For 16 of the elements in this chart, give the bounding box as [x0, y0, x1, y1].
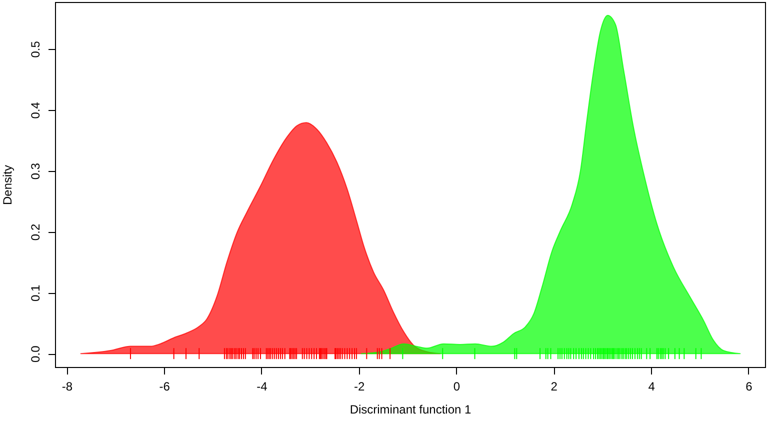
x-tick-label: -4: [256, 380, 268, 394]
x-tick-label: -8: [62, 380, 73, 394]
y-tick-label: 0.2: [28, 224, 42, 241]
y-tick-label: 0.1: [28, 284, 42, 302]
x-tick-label: -6: [159, 380, 170, 394]
x-tick-label: 4: [648, 380, 656, 394]
x-tick-label: 0: [453, 380, 460, 394]
y-tick-label: 0.0: [28, 345, 42, 362]
y-tick-label: 0.5: [28, 40, 42, 58]
y-axis-title: Density: [0, 164, 14, 206]
y-tick-label: 0.3: [28, 162, 42, 180]
x-tick-label: 2: [550, 380, 558, 394]
y-tick-label: 0.4: [28, 102, 42, 119]
x-axis-title: Discriminant function 1: [350, 402, 472, 416]
x-tick-label: -2: [354, 380, 366, 394]
x-tick-label: 6: [746, 380, 753, 394]
